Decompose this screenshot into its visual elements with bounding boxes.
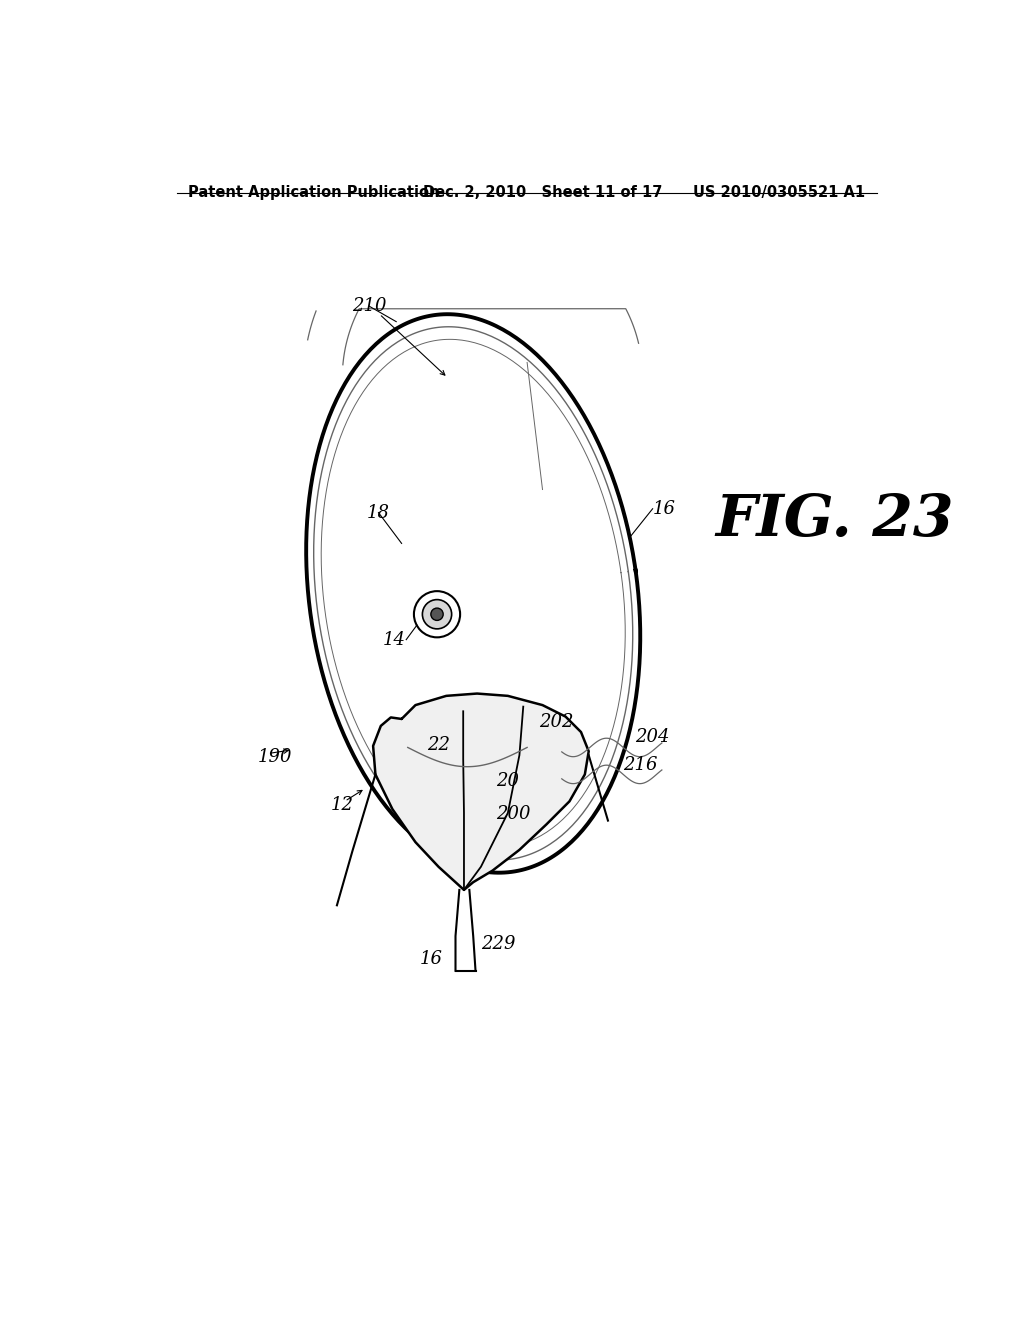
Text: 14: 14 — [383, 631, 407, 648]
Text: 20: 20 — [497, 772, 519, 789]
Text: 202: 202 — [539, 713, 573, 731]
Text: Dec. 2, 2010   Sheet 11 of 17: Dec. 2, 2010 Sheet 11 of 17 — [423, 185, 663, 201]
Polygon shape — [373, 693, 589, 890]
Text: US 2010/0305521 A1: US 2010/0305521 A1 — [692, 185, 865, 201]
Text: 190: 190 — [258, 748, 292, 767]
Circle shape — [431, 609, 443, 620]
Text: 18: 18 — [367, 504, 390, 521]
Text: FIG. 23: FIG. 23 — [716, 492, 954, 549]
Text: 229: 229 — [481, 935, 515, 953]
Text: 16: 16 — [652, 500, 676, 517]
Text: 210: 210 — [352, 297, 386, 315]
Text: 200: 200 — [497, 805, 530, 824]
Text: 204: 204 — [635, 729, 670, 746]
Circle shape — [422, 599, 452, 628]
Text: 16: 16 — [420, 950, 442, 968]
Text: Patent Application Publication: Patent Application Publication — [188, 185, 440, 201]
Text: 216: 216 — [624, 756, 657, 774]
Text: 12: 12 — [331, 796, 354, 814]
Text: 22: 22 — [427, 737, 451, 754]
